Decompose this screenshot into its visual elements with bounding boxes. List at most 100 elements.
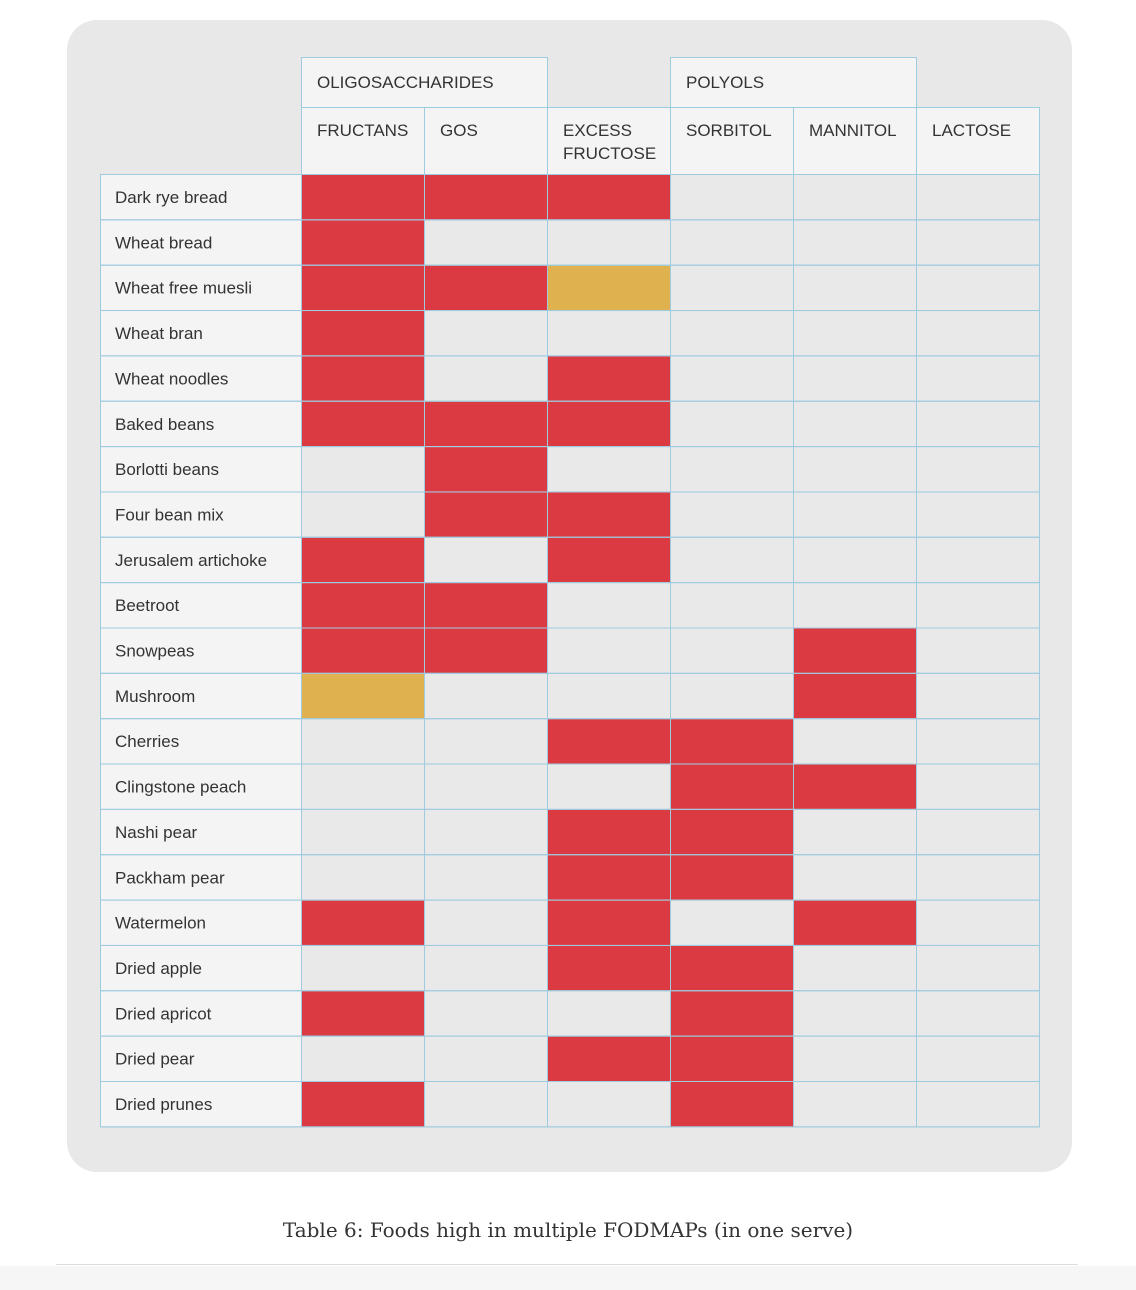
table-cell	[916, 446, 1040, 493]
row-label: Beetroot	[115, 596, 180, 615]
table-cell	[547, 536, 671, 584]
divider	[56, 1264, 1078, 1265]
table-cell	[916, 1035, 1040, 1083]
table-cell	[301, 808, 425, 856]
table-cell	[916, 854, 1040, 901]
table-cell	[301, 264, 425, 312]
column-header-cell	[547, 107, 671, 175]
table-cell	[793, 536, 917, 584]
row-label: Watermelon	[115, 914, 206, 933]
row-label: Mushroom	[115, 687, 195, 706]
table-cell	[301, 944, 425, 992]
table-cell	[424, 763, 548, 810]
table-cell	[547, 944, 671, 992]
table-cell	[916, 990, 1040, 1037]
column-header-cell	[670, 107, 794, 175]
column-header-label: MANNITOL	[809, 121, 897, 140]
table-cell	[424, 627, 548, 674]
table-cell	[916, 808, 1040, 856]
table-cell	[916, 899, 1040, 946]
table-cell	[301, 174, 425, 221]
table-cell	[301, 627, 425, 674]
table-cell	[424, 899, 548, 946]
table-cell	[793, 763, 917, 810]
table-cell	[301, 672, 425, 720]
fodmap-table: OLIGOSACCHARIDES POLYOLS FRUCTANS GOS EXCESS…	[100, 57, 1040, 1128]
table-cell	[670, 355, 794, 402]
table-cell	[301, 355, 425, 402]
row-label: Wheat bread	[115, 233, 212, 252]
row-label: Wheat bran	[115, 324, 203, 343]
column-header-label: LACTOSE	[932, 121, 1011, 140]
table-cell	[301, 854, 425, 901]
table-cell	[547, 264, 671, 312]
column-header-cell	[424, 107, 548, 175]
table-cell	[793, 718, 917, 765]
table-cell	[670, 400, 794, 448]
row-label: Snowpeas	[115, 642, 194, 661]
table-cell	[793, 264, 917, 312]
column-header-label: GOS	[440, 121, 478, 140]
table-cell	[547, 627, 671, 674]
table-cell	[670, 1035, 794, 1083]
table-cell	[670, 310, 794, 357]
row-label: Dried apple	[115, 959, 202, 978]
table-cell	[424, 990, 548, 1037]
table-cell	[547, 174, 671, 221]
table-cell	[547, 1081, 671, 1128]
table-caption: Table 6: Foods high in multiple FODMAPs …	[282, 1218, 854, 1242]
table-cell	[793, 174, 917, 221]
table-cell	[916, 536, 1040, 584]
table-cell	[670, 944, 794, 992]
row-label: Dried pear	[115, 1050, 195, 1069]
table-cell	[424, 944, 548, 992]
table-cell	[301, 899, 425, 946]
table-cell	[424, 355, 548, 402]
row-label: Wheat free muesli	[115, 279, 252, 298]
table-cell	[670, 219, 794, 266]
table-cell	[670, 718, 794, 765]
table-cell	[670, 763, 794, 810]
table-cell	[424, 310, 548, 357]
table-cell	[793, 446, 917, 493]
table-cell	[424, 718, 548, 765]
column-header-label: EXCESS	[563, 121, 632, 140]
row-label-cell	[100, 446, 302, 493]
table-cell	[424, 1035, 548, 1083]
row-label-cell	[100, 1081, 302, 1128]
table-cell	[916, 1081, 1040, 1128]
row-label-cell	[100, 808, 302, 856]
row-label-cell	[100, 672, 302, 720]
table-cell	[793, 990, 917, 1037]
group-header-label: POLYOLS	[686, 73, 764, 92]
table-cell	[793, 808, 917, 856]
row-label: Baked beans	[115, 415, 214, 434]
table-cell	[547, 808, 671, 856]
table-cell	[916, 400, 1040, 448]
table-cell	[670, 672, 794, 720]
table-cell	[793, 400, 917, 448]
table-cell	[916, 944, 1040, 992]
table-cell	[547, 355, 671, 402]
table-cell	[670, 582, 794, 629]
row-label-cell	[100, 763, 302, 810]
table-cell	[547, 219, 671, 266]
table-cell	[916, 174, 1040, 221]
group-header-label: OLIGOSACCHARIDES	[317, 73, 494, 92]
table-cell	[424, 582, 548, 629]
column-header-label: SORBITOL	[686, 121, 772, 140]
table-cell	[670, 899, 794, 946]
table-cell	[916, 672, 1040, 720]
row-label: Dried prunes	[115, 1095, 212, 1114]
table-cell	[670, 264, 794, 312]
table-cell	[670, 491, 794, 538]
table-cell	[916, 763, 1040, 810]
table-cell	[301, 491, 425, 538]
table-cell	[670, 990, 794, 1037]
table-cell	[793, 355, 917, 402]
table-cell	[547, 310, 671, 357]
table-cell	[916, 582, 1040, 629]
table-cell	[301, 536, 425, 584]
table-cell	[547, 446, 671, 493]
table-cell	[793, 944, 917, 992]
